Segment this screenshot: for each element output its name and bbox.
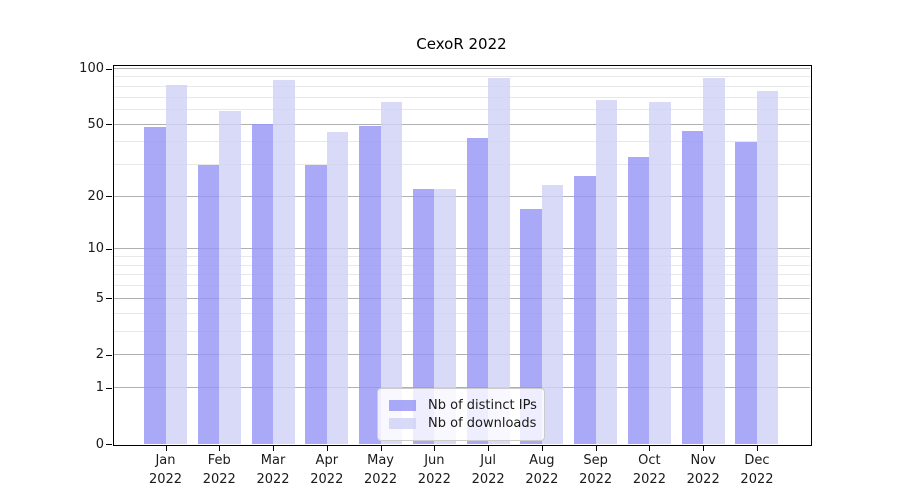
bar-downloads-may <box>380 101 403 444</box>
y-gridline-major <box>113 354 810 356</box>
bar-distinct-ips-apr <box>305 164 327 444</box>
y-gridline-minor <box>113 330 810 332</box>
y-tick-label: 5 <box>95 290 104 306</box>
y-tick-label: 50 <box>87 116 104 132</box>
legend-item-distinct-ips: Nb of distinct IPs <box>389 397 537 414</box>
y-tick-mark <box>106 354 112 356</box>
bar-distinct-ips-oct <box>627 157 650 444</box>
x-tick-mark <box>756 445 758 451</box>
x-tick-mark <box>165 445 167 451</box>
x-tick-label: Dec 2022 <box>740 453 774 487</box>
legend-item-downloads: Nb of downloads <box>389 415 537 432</box>
y-gridline-minor <box>113 109 810 111</box>
bar-downloads-apr <box>326 132 349 444</box>
x-tick-mark <box>703 445 705 451</box>
y-tick-label: 20 <box>87 188 104 204</box>
bar-distinct-ips-may <box>359 125 381 444</box>
bar-downloads-mar <box>273 79 295 444</box>
bar-distinct-ips-feb <box>197 164 220 444</box>
x-tick-mark <box>273 445 275 451</box>
x-tick-label: May 2022 <box>364 453 398 487</box>
bar-downloads-nov <box>703 77 725 444</box>
bar-distinct-ips-jul <box>466 137 489 444</box>
legend-label-downloads: Nb of downloads <box>428 416 537 431</box>
y-tick-label: 0 <box>95 436 104 452</box>
x-tick-mark <box>541 445 543 451</box>
x-tick-mark <box>380 445 382 451</box>
x-tick-label: Aug 2022 <box>525 453 559 487</box>
y-gridline-major <box>113 195 810 197</box>
y-gridline-minor <box>113 274 810 276</box>
y-gridline-major <box>113 248 810 250</box>
bar-downloads-jan <box>165 85 187 444</box>
x-tick-mark <box>434 445 436 451</box>
bar-distinct-ips-mar <box>251 124 274 444</box>
legend-swatch-distinct-ips <box>389 400 416 411</box>
bar-downloads-sep <box>595 99 618 444</box>
y-gridline-minor <box>113 312 810 314</box>
y-tick-label: 1 <box>95 380 104 396</box>
x-tick-label: Oct 2022 <box>632 453 666 487</box>
bar-distinct-ips-aug <box>520 208 542 444</box>
bar-downloads-oct <box>649 101 671 444</box>
x-tick-label: Sep 2022 <box>579 453 613 487</box>
y-gridline-major <box>113 68 810 69</box>
x-tick-label: Jan 2022 <box>148 453 183 487</box>
x-tick-label: Jul 2022 <box>471 453 505 487</box>
x-tick-mark <box>488 445 490 451</box>
bar-downloads-jun <box>434 188 456 444</box>
chart-title: CexoR 2022 <box>416 35 507 53</box>
y-gridline-minor <box>113 285 810 287</box>
x-tick-label: Apr 2022 <box>310 453 344 487</box>
y-gridline-minor <box>113 256 810 258</box>
x-tick-label: Jun 2022 <box>417 453 451 487</box>
y-tick-mark <box>106 68 112 70</box>
legend-label-distinct-ips: Nb of distinct IPs <box>428 398 537 413</box>
bar-downloads-feb <box>219 110 241 444</box>
y-tick-label: 100 <box>79 61 104 76</box>
bar-distinct-ips-nov <box>681 130 704 444</box>
bar-distinct-ips-jun <box>412 188 435 444</box>
x-tick-label: Feb 2022 <box>202 453 236 487</box>
y-gridline-minor <box>113 141 810 143</box>
y-gridline-minor <box>113 85 810 87</box>
bar-downloads-jul <box>488 77 510 444</box>
x-tick-label: Mar 2022 <box>256 453 290 487</box>
y-gridline-minor <box>113 76 810 78</box>
bar-distinct-ips-jan <box>144 127 166 444</box>
bar-distinct-ips-sep <box>574 175 596 444</box>
y-gridline-major <box>113 297 810 299</box>
y-tick-label: 10 <box>87 241 104 257</box>
y-gridline-minor <box>113 164 810 166</box>
y-tick-mark <box>106 298 112 300</box>
y-tick-label: 2 <box>95 347 104 363</box>
legend: Nb of distinct IPs Nb of downloads <box>377 388 545 441</box>
x-tick-mark <box>649 445 651 451</box>
y-gridline-major <box>113 123 810 125</box>
bar-distinct-ips-dec <box>735 141 757 444</box>
plot-border <box>113 65 812 446</box>
y-tick-mark <box>106 196 112 198</box>
legend-swatch-downloads <box>389 418 416 429</box>
y-gridline-minor <box>113 264 810 266</box>
y-tick-mark <box>106 248 112 250</box>
bar-downloads-aug <box>541 185 564 444</box>
y-tick-mark <box>106 444 112 445</box>
x-tick-label: Nov 2022 <box>686 453 720 487</box>
y-tick-mark <box>106 387 112 389</box>
x-tick-mark <box>219 445 221 451</box>
y-tick-mark <box>106 124 112 126</box>
y-gridline-major <box>113 387 810 389</box>
bar-downloads-dec <box>756 90 779 444</box>
x-tick-mark <box>326 445 328 451</box>
y-gridline-minor <box>113 96 810 98</box>
x-tick-mark <box>595 445 597 451</box>
